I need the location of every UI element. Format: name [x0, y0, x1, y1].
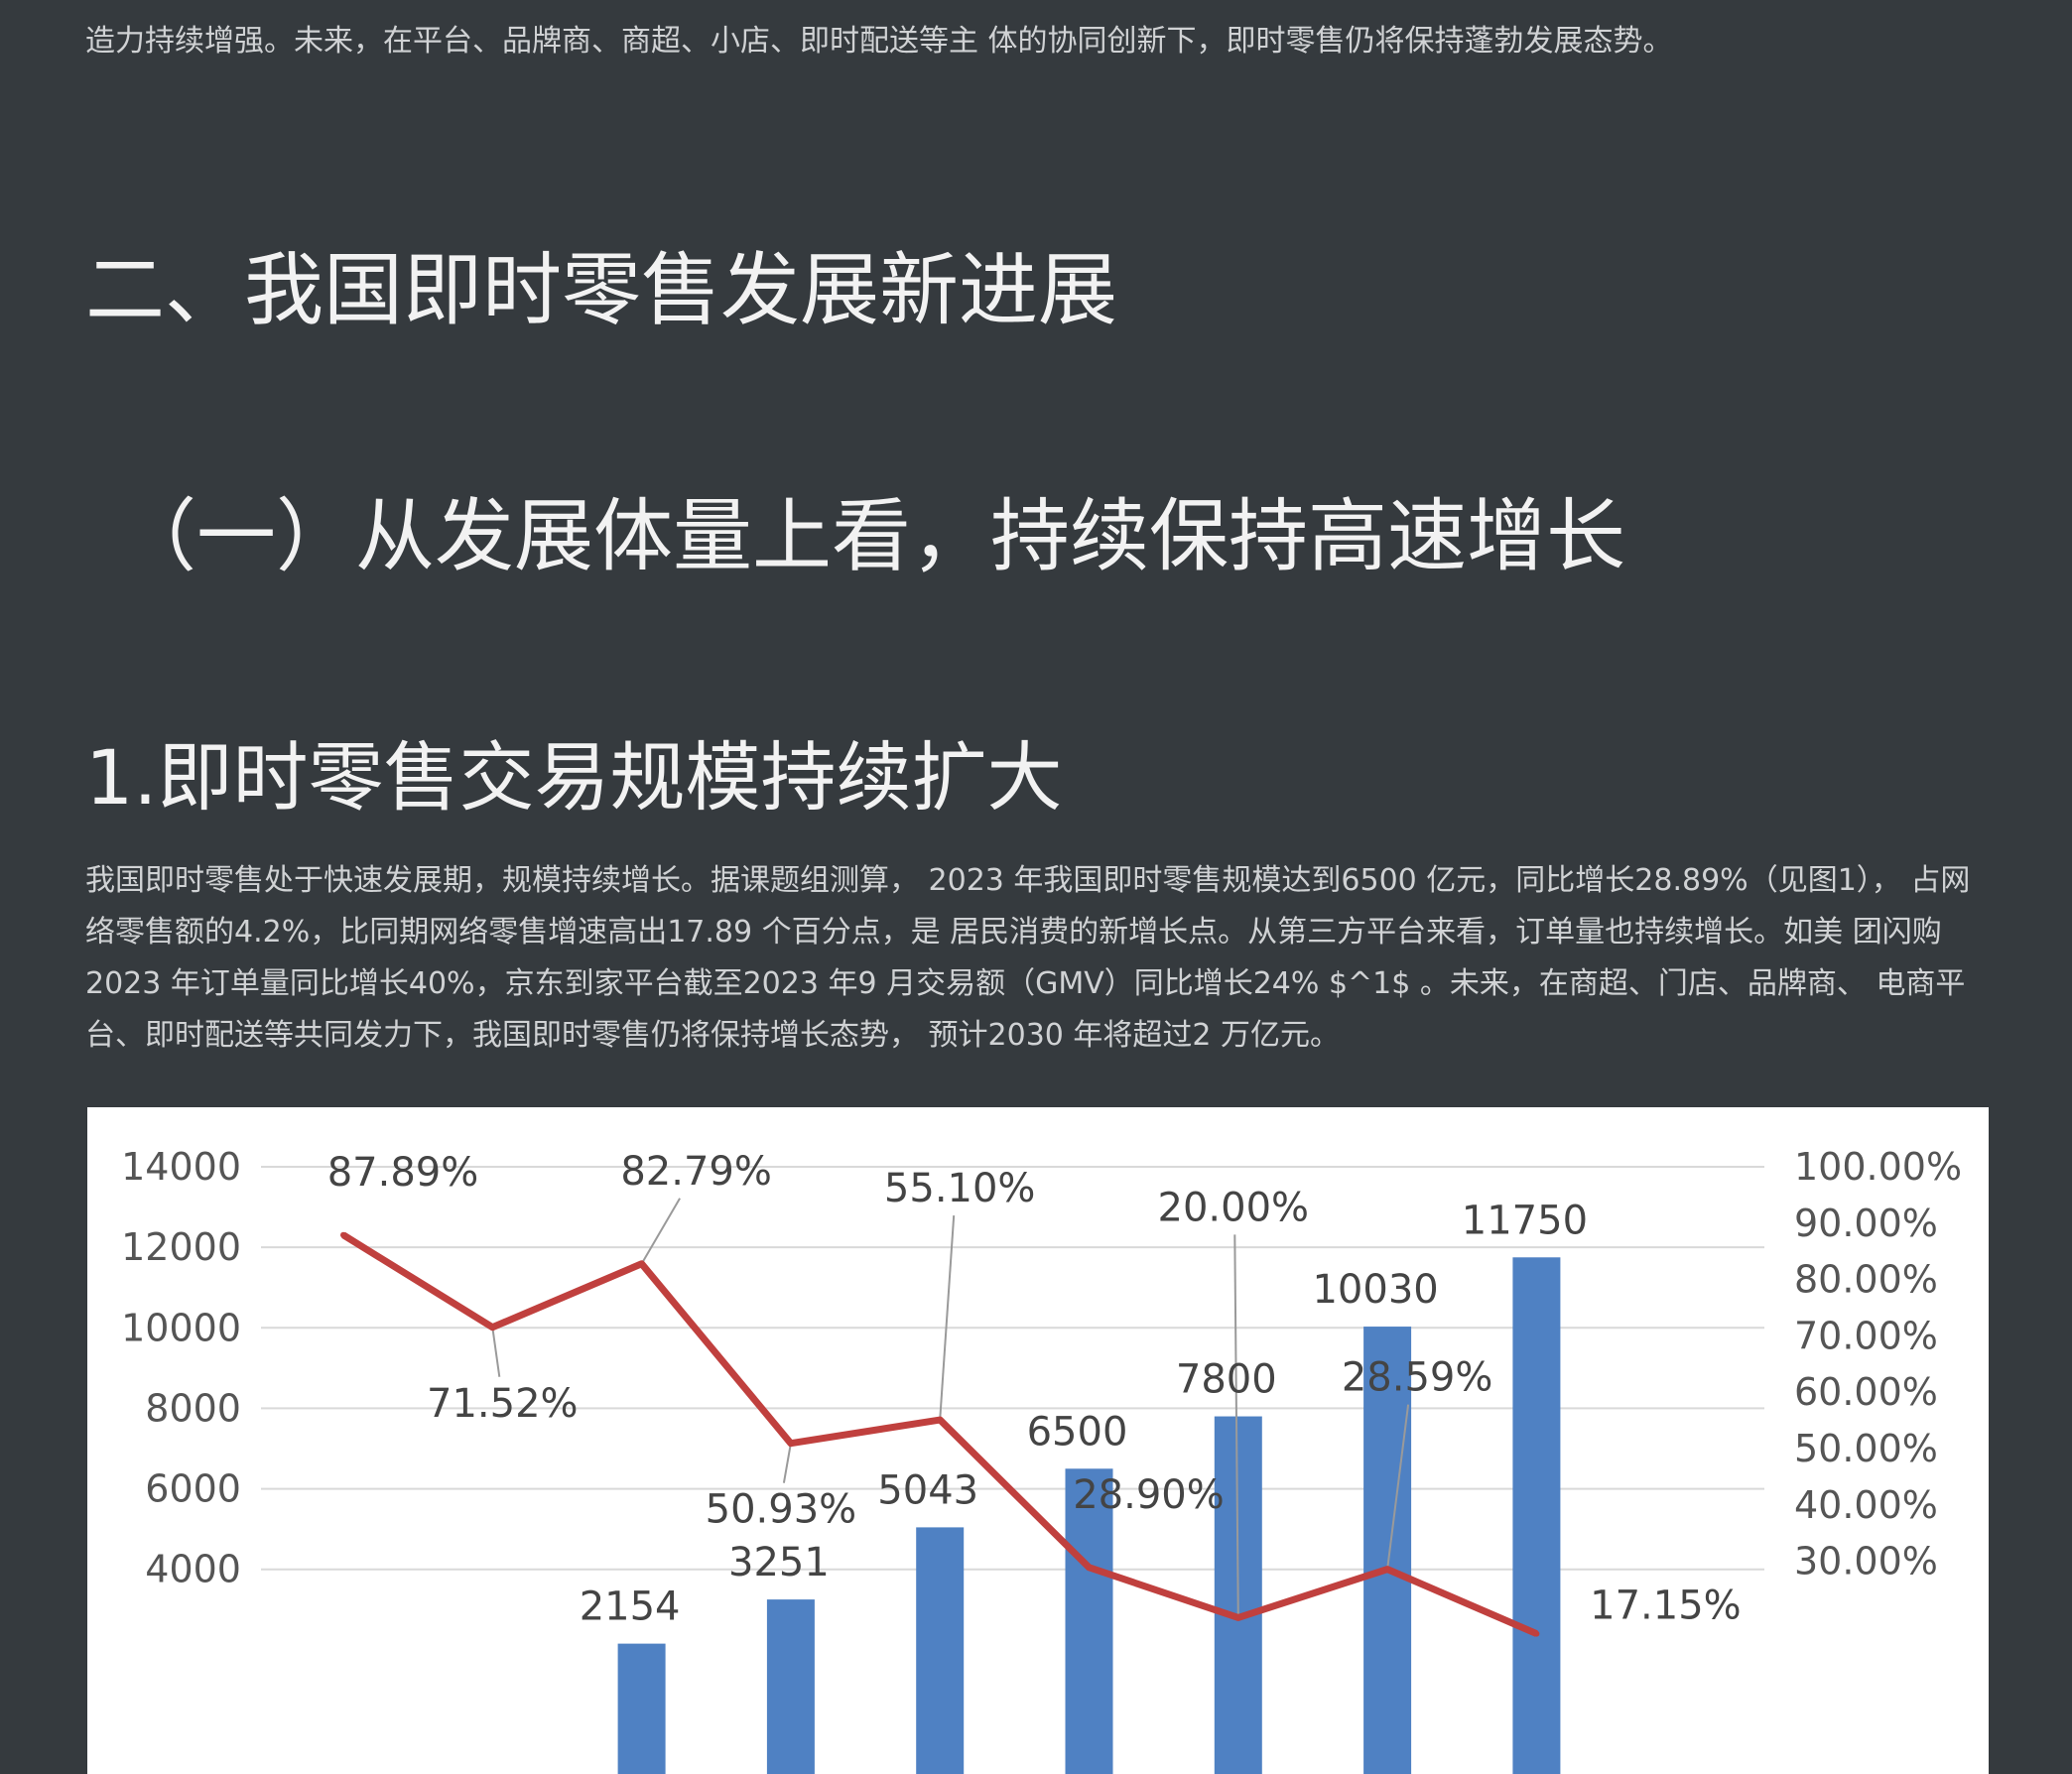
leader-line [1233, 1234, 1239, 1618]
growth-rate-label: 50.93% [706, 1487, 857, 1533]
growth-rate-label: 17.15% [1590, 1584, 1742, 1629]
bar-value-label: 2154 [580, 1584, 681, 1630]
right-axis-tick-label: 60.00% [1794, 1370, 1938, 1414]
leader-line [782, 1443, 792, 1483]
intro-paragraph: 造力持续增强。未来，在平台、品牌商、商超、小店、即时配送等主 体的协同创新下，即… [85, 24, 1673, 59]
left-axis-tick-label: 8000 [145, 1386, 241, 1430]
right-axis-tick-label: 80.00% [1794, 1258, 1938, 1302]
right-axis-tick-label: 30.00% [1794, 1540, 1938, 1584]
leader-line [640, 1198, 681, 1265]
bar-value-label: 6500 [1027, 1409, 1128, 1455]
growth-rate-point [787, 1440, 794, 1447]
bar-value-label: 10030 [1312, 1267, 1438, 1313]
bar-value-label: 11750 [1462, 1198, 1588, 1243]
growth-rate-label: 87.89% [327, 1150, 479, 1196]
growth-rate-point [1533, 1630, 1540, 1637]
growth-rate-label: 82.79% [620, 1149, 772, 1195]
growth-rate-point [340, 1231, 346, 1238]
left-axis-tick-label: 14000 [121, 1145, 241, 1189]
growth-rate-point [937, 1417, 944, 1424]
right-axis-tick-label: 100.00% [1794, 1145, 1962, 1189]
leader-line [939, 1214, 956, 1421]
bar [766, 1599, 815, 1774]
subsection-title: （一）从发展体量上看，持续保持高速增长 [117, 490, 1625, 582]
growth-rate-label: 55.10% [884, 1166, 1036, 1211]
bar [1363, 1327, 1412, 1774]
left-axis-tick-label: 6000 [145, 1467, 241, 1511]
left-axis-tick-label: 4000 [145, 1548, 241, 1591]
body-paragraph: 我国即时零售处于快速发展期，规模持续增长。据课题组测算， 2023 年我国即时零… [85, 863, 1971, 1053]
growth-rate-point [1234, 1614, 1241, 1621]
growth-rate-point [489, 1324, 496, 1330]
leader-line [1386, 1404, 1410, 1570]
growth-rate-point [638, 1260, 645, 1267]
chart-svg: 14000 12000 10000 8000 6000 4000 100.00% 90.00… [121, 1145, 1962, 1774]
growth-rate-label: 20.00% [1158, 1185, 1310, 1230]
growth-rate-label: 28.90% [1073, 1472, 1225, 1518]
right-axis-tick-label: 50.00% [1794, 1427, 1938, 1470]
bar-value-label: 7800 [1176, 1357, 1277, 1403]
section-title: 二、我国即时零售发展新进展 [85, 244, 1117, 336]
bar [1512, 1257, 1561, 1774]
right-axis-tick-label: 70.00% [1794, 1314, 1938, 1357]
right-axis-tick-label: 90.00% [1794, 1202, 1938, 1245]
growth-rate-label: 28.59% [1342, 1355, 1493, 1401]
left-axis-tick-label: 10000 [121, 1306, 241, 1349]
right-axis-tick-label: 40.00% [1794, 1483, 1938, 1527]
growth-rate-point [1384, 1566, 1391, 1573]
growth-rate-label: 71.52% [427, 1381, 579, 1427]
bar-value-label: 5043 [877, 1467, 978, 1513]
bar [1065, 1468, 1113, 1774]
leader-line [491, 1327, 501, 1377]
item-title: 1.即时零售交易规模持续扩大 [85, 733, 1063, 822]
left-axis-tick-label: 12000 [121, 1225, 241, 1269]
bar-value-label: 3251 [728, 1540, 830, 1585]
bar [916, 1527, 965, 1774]
bar [617, 1643, 666, 1774]
chart-figure: 14000 12000 10000 8000 6000 4000 100.00% 90.00… [87, 1107, 1989, 1774]
growth-rate-point [1086, 1564, 1093, 1571]
